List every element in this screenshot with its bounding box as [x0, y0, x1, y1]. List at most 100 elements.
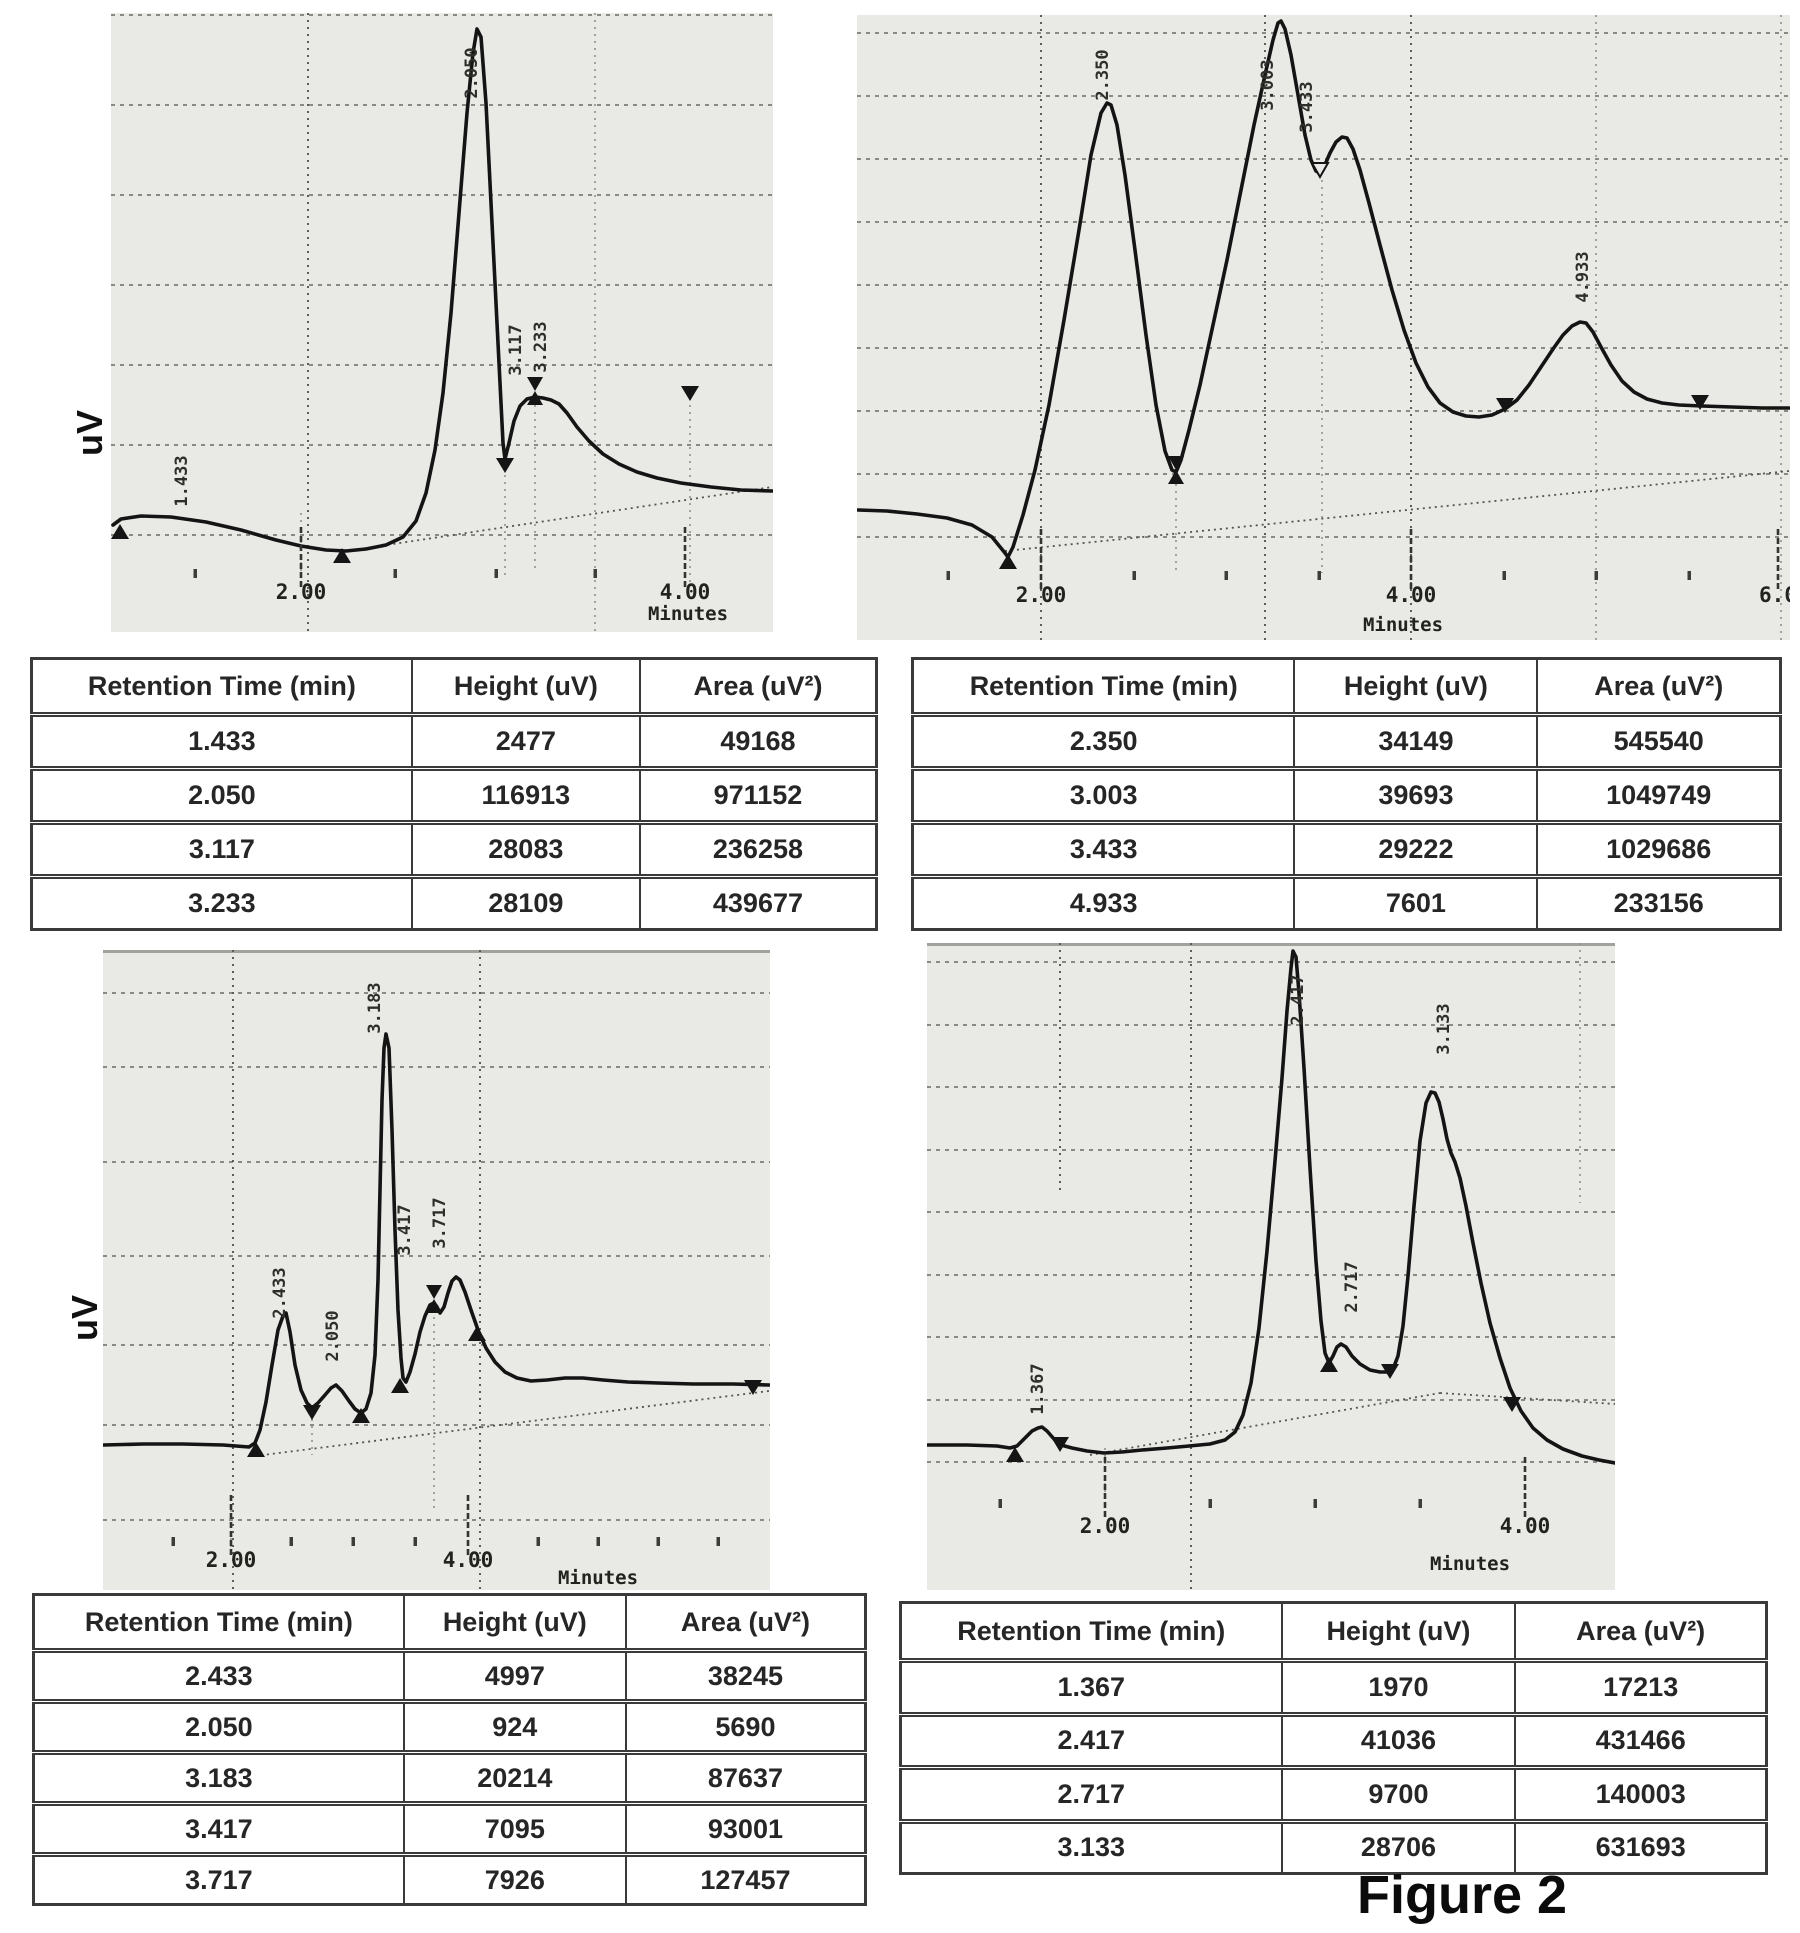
- table-cell: 17213: [1514, 1658, 1767, 1714]
- table-cell: 439677: [638, 874, 877, 930]
- x-tick-label: 4.00: [1500, 1514, 1551, 1538]
- integration-baseline: [254, 1390, 770, 1457]
- peak-table-a: Retention Time (min) Height (uV) Area (uV²…: [30, 657, 878, 931]
- table-cell: 2.433: [33, 1648, 404, 1702]
- table-cell: 28083: [410, 820, 640, 877]
- table-cell: 971152: [638, 766, 877, 823]
- minor-tick: [536, 1537, 540, 1546]
- table-row: 3.233 28109 439677: [31, 874, 877, 930]
- integration-baseline: [339, 486, 773, 553]
- bow-triangle-marker: [1168, 470, 1184, 484]
- chromatogram-c: 2.433 2.050 3.183 3.417 3.717 2.00 4.00 Minutes: [103, 950, 770, 1590]
- column-header: Retention Time (min): [87, 670, 356, 701]
- x-axis-title: Minutes: [1430, 1553, 1510, 1575]
- chromatogram-trace: [103, 1032, 770, 1449]
- up-triangle-marker: [468, 1326, 486, 1341]
- x-axis-title: Minutes: [558, 1567, 638, 1589]
- peak-retention-label: 4.933: [1573, 251, 1593, 302]
- table-header-row: Retention Time (min) Height (uV) Area (uV²…: [34, 1594, 866, 1651]
- x-tick-label: 2.00: [1016, 583, 1067, 607]
- column-header: Retention Time (min): [84, 1606, 353, 1637]
- up-triangle-marker: [1006, 1447, 1024, 1462]
- table-row: 3.133 28706 631693: [900, 1818, 1767, 1874]
- table-cell: 3.003: [912, 766, 1295, 823]
- table-cell: 39693: [1293, 766, 1538, 823]
- y-axis-label-uv: uV: [64, 1295, 105, 1342]
- table-cell: 3.417: [33, 1801, 404, 1855]
- minor-tick: [289, 1537, 293, 1546]
- table-cell: 7601: [1293, 874, 1538, 930]
- minor-tick: [1132, 571, 1136, 580]
- peak-table-c: Retention Time (min) Height (uV) Area (uV²…: [32, 1593, 867, 1906]
- up-triangle-marker: [1320, 1357, 1338, 1372]
- up-triangle-marker: [352, 1408, 370, 1423]
- table-row: 2.350 34149 545540: [912, 712, 1781, 769]
- x-tick-label: 2.00: [206, 1548, 257, 1572]
- peak-retention-label: 3.233: [531, 321, 551, 372]
- peak-retention-label: 3.433: [1297, 81, 1317, 132]
- minor-tick: [413, 1537, 417, 1546]
- minor-tick: [596, 1537, 600, 1546]
- table-cell: 233156: [1536, 874, 1781, 930]
- table-row: 3.183 20214 87637: [33, 1750, 866, 1804]
- table-cell: 2.350: [912, 712, 1295, 769]
- table-cell: 431466: [1514, 1711, 1767, 1768]
- peak-table: Retention Time (min) Height (uV) Area (uV²…: [32, 1593, 867, 1906]
- x-tick-label: 4.00: [660, 580, 711, 604]
- table-cell: 116913: [410, 766, 640, 823]
- column-header: Height (uV): [410, 658, 640, 715]
- chromatogram-b: 2.350 3.003 3.433 4.933 2.00 4.00 6.0 Minutes: [857, 15, 1790, 640]
- table-cell: 5690: [624, 1699, 866, 1753]
- table-header-row: Retention Time (min) Height (uV) Area (uV²…: [901, 1602, 1767, 1661]
- minor-tick: [494, 569, 498, 578]
- table-cell: 2.050: [33, 1699, 404, 1753]
- table-cell: 4997: [402, 1648, 626, 1702]
- up-triangle-marker: [391, 1378, 409, 1393]
- table-row: 2.717 9700 140003: [900, 1765, 1767, 1821]
- scan-edge: [927, 943, 1615, 946]
- minor-tick: [1224, 571, 1228, 580]
- table-cell: 38245: [624, 1648, 866, 1702]
- x-tick-label: 4.00: [1386, 583, 1437, 607]
- table-cell: 1.433: [31, 712, 412, 769]
- column-header: Area (uV²): [1514, 1602, 1767, 1661]
- table-cell: 7095: [402, 1801, 626, 1855]
- peak-table-d: Retention Time (min) Height (uV) Area (uV²…: [899, 1601, 1768, 1875]
- minor-tick: [171, 1537, 175, 1546]
- bow-triangle-marker: [527, 377, 543, 391]
- table-row: 1.367 1970 17213: [900, 1658, 1767, 1714]
- table-row: 3.433 29222 1029686: [912, 820, 1781, 877]
- table-row: 2.433 4997 38245: [33, 1648, 866, 1702]
- table-cell: 3.183: [33, 1750, 404, 1804]
- table-cell: 2477: [410, 712, 640, 769]
- table-cell: 3.233: [31, 874, 412, 930]
- down-triangle-marker: [1496, 398, 1514, 413]
- chromatogram-trace: [857, 19, 1790, 559]
- peak-retention-label: 3.183: [365, 982, 385, 1033]
- peak-table: Retention Time (min) Height (uV) Area (uV²…: [911, 657, 1782, 931]
- table-cell: 87637: [624, 1750, 866, 1804]
- table-cell: 1049749: [1536, 766, 1781, 823]
- minor-tick: [1687, 571, 1691, 580]
- peak-retention-label: 3.003: [1258, 59, 1278, 110]
- table-header-row: Retention Time (min) Height (uV) Area (uV²…: [32, 658, 877, 715]
- down-triangle-marker: [1051, 1437, 1069, 1452]
- up-triangle-marker: [333, 548, 351, 563]
- table-cell: 1.367: [900, 1658, 1282, 1714]
- table-cell: 2.417: [900, 1711, 1282, 1768]
- peak-retention-label: 2.050: [462, 47, 482, 98]
- table-cell: 20214: [402, 1750, 626, 1804]
- up-triangle-marker: [247, 1442, 265, 1457]
- chromatogram-trace: [111, 27, 773, 553]
- peak-table: Retention Time (min) Height (uV) Area (uV²…: [899, 1601, 1768, 1875]
- table-row: 4.933 7601 233156: [912, 874, 1781, 930]
- table-cell: 41036: [1280, 1711, 1516, 1768]
- table-cell: 236258: [638, 820, 877, 877]
- peak-retention-label: 2.050: [323, 1310, 343, 1361]
- minor-tick: [593, 569, 597, 578]
- table-cell: 2.717: [900, 1765, 1282, 1821]
- table-row: 3.117 28083 236258: [31, 820, 877, 877]
- x-tick-label: 6.0: [1759, 583, 1790, 607]
- peak-retention-label: 2.350: [1093, 49, 1113, 100]
- table-cell: 3.133: [900, 1818, 1282, 1874]
